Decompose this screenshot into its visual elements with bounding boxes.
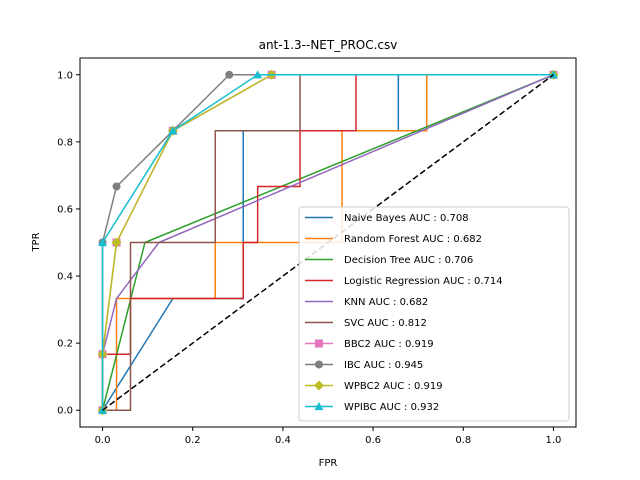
legend-marker — [315, 339, 323, 348]
legend-entry-label: KNN AUC : 0.682 — [344, 297, 428, 308]
x-tick-label: 0.2 — [185, 435, 201, 446]
chart-title: ant-1.3--NET_PROC.csv — [259, 38, 398, 52]
plot-frame — [79, 57, 577, 428]
y-tick-label: 0.2 — [57, 339, 73, 350]
series-point-7 — [225, 70, 234, 79]
y-axis-ticks: 0.0 0.2 0.4 0.6 0.8 1.0 — [57, 70, 80, 417]
series-line-5 — [102, 74, 554, 411]
series-point-8 — [111, 237, 122, 248]
series-point-9 — [98, 238, 108, 247]
y-tick-label: 0.6 — [57, 204, 73, 215]
y-tick-label: 0.4 — [57, 272, 73, 283]
x-tick-label: 0.0 — [95, 435, 111, 446]
y-axis-label: TPR — [31, 232, 42, 252]
series-point-9 — [253, 70, 263, 79]
y-tick-label: 1.0 — [57, 70, 73, 81]
legend-entry-label: IBC AUC : 0.945 — [344, 360, 423, 371]
legend-entry-label: BBC2 AUC : 0.919 — [344, 339, 434, 350]
x-axis-label: FPR — [319, 458, 338, 469]
x-tick-label: 0.4 — [275, 435, 291, 446]
legend-marker — [314, 402, 324, 411]
y-tick-label: 0.8 — [57, 137, 73, 148]
x-tick-label: 0.6 — [365, 435, 381, 446]
legend-entry-label: Logistic Regression AUC : 0.714 — [344, 276, 503, 287]
legend-entry-label: Random Forest AUC : 0.682 — [344, 234, 482, 245]
x-axis-ticks: 0.0 0.2 0.4 0.6 0.8 1.0 — [95, 427, 562, 446]
legend-entry-label: Decision Tree AUC : 0.706 — [344, 255, 473, 266]
legend-marker — [315, 360, 323, 369]
x-tick-label: 1.0 — [546, 435, 562, 446]
legend-box — [298, 206, 570, 422]
legend-entry-label: WPBC2 AUC : 0.919 — [344, 381, 443, 392]
series-point-9 — [168, 126, 178, 135]
legend-marker — [314, 380, 324, 391]
y-tick-label: 0.0 — [57, 406, 73, 417]
plot-lines — [97, 69, 559, 416]
legend-entry-label: SVC AUC : 0.812 — [344, 318, 427, 329]
legend-entry-label: Naive Bayes AUC : 0.708 — [344, 213, 469, 224]
legend-entry-label: WPIBC AUC : 0.932 — [344, 402, 439, 413]
legend: Naive Bayes AUC : 0.708 Random Forest AUC… — [298, 206, 570, 422]
series-point-7 — [112, 182, 121, 191]
x-tick-label: 0.8 — [455, 435, 471, 446]
